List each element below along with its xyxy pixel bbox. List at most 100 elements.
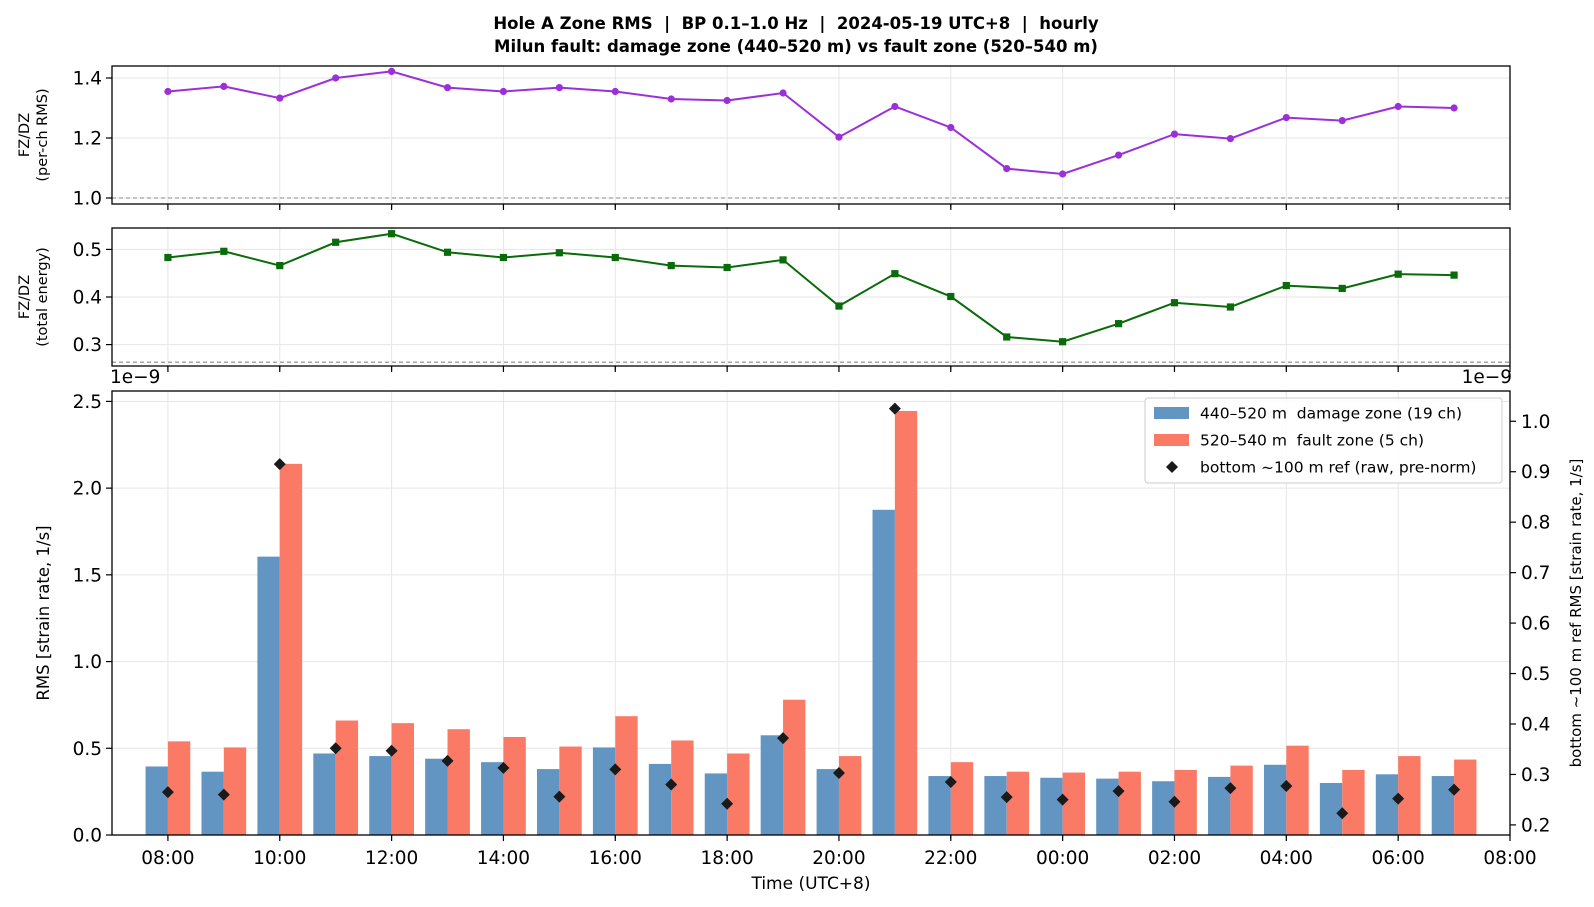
bar-fault-zone [1174,769,1197,835]
data-point [1226,135,1234,143]
data-point [667,95,675,103]
data-point [723,96,731,105]
y-tick-label: 0.5 [73,240,102,261]
y2-tick-label: 0.6 [1521,614,1550,635]
data-point [779,256,787,264]
bar-fault-zone [1118,771,1141,835]
legend-item-bottom-ref: bottom ~100 m ref (raw, pre-norm) [1166,459,1476,477]
bar-fault-zone [1006,771,1030,835]
bar-fault-zone [1230,765,1253,835]
y-axis-label-line2: (per-ch RMS) [35,88,51,181]
bar-fault-zone [950,762,974,835]
x-tick-label: 10:00 [253,848,306,869]
ref-diamond-marker [385,744,398,757]
bar-fault-zone [167,741,191,835]
ref-diamond-marker [665,778,678,791]
ref-diamond-marker [1224,782,1237,795]
bar-damage-zone [257,556,280,835]
y-tick-label: 2.0 [73,479,102,500]
legend-label: 520–540 m fault zone (5 ch) [1200,432,1424,450]
y2-axis-label: bottom ~100 m ref RMS [strain rate, 1/s] [1567,459,1585,768]
ref-diamond-marker [777,732,790,745]
x-tick-label: 08:00 [141,848,194,869]
x-tick-label: 06:00 [1371,848,1424,869]
y-axis-label-line1: FZ/DZ [17,113,33,157]
data-point [835,133,843,141]
data-point [1282,281,1290,290]
y-axis-label: RMS [strain rate, 1/s] [34,525,53,700]
legend-item-damage-zone: 440–520 m damage zone (19 ch) [1154,405,1462,423]
data-point [443,84,452,92]
y-tick-label: 1.4 [73,69,102,90]
y-tick-label: 1.2 [73,129,102,150]
bar-fault-zone [783,699,806,835]
bar-damage-zone [369,756,392,835]
data-point [220,82,228,90]
x-tick-label: 22:00 [924,848,977,869]
y2-tick-label: 0.7 [1521,563,1550,584]
series-line [167,232,1455,343]
data-point [1170,130,1179,138]
data-point [1003,333,1011,341]
data-point [891,102,899,111]
bar-fault-zone [1342,769,1365,835]
bar-fault-zone [223,747,247,835]
bar-fault-zone [1286,745,1309,835]
x-tick-label: 04:00 [1260,848,1313,869]
y2-tick-label: 1.0 [1521,412,1550,433]
bar-fault-zone [447,729,470,835]
data-point [443,248,452,256]
bar-damage-zone [1319,782,1343,835]
data-point [276,261,284,270]
bar-fault-zone [335,720,359,835]
data-point [220,247,228,255]
bar-fault-zone [391,723,414,835]
y-tick-label: 1.5 [73,565,102,586]
y-tick-label: 0.5 [73,739,102,760]
axes-frame [111,65,1511,205]
data-point [388,230,396,238]
x-tick-label: 18:00 [700,848,753,869]
bar-damage-zone [425,758,448,835]
axes-frame [111,390,1511,836]
bar-damage-zone [816,769,839,835]
legend-label: 440–520 m damage zone (19 ch) [1200,405,1462,423]
offset-text-right: 1e−9 [1462,367,1512,388]
ref-diamond-marker [721,797,734,810]
ref-diamond-marker [1336,807,1349,820]
x-tick-label: 14:00 [477,848,530,869]
bar-damage-zone [536,769,560,835]
bar-damage-zone [1152,781,1175,835]
bar-damage-zone [481,762,504,835]
bar-damage-zone [313,753,336,835]
data-point [332,238,340,246]
bar-fault-zone [279,463,303,835]
ref-diamond-marker [609,763,622,776]
bar-fault-zone [894,410,918,835]
data-point [1226,303,1234,311]
bar-fault-zone [1062,772,1086,835]
data-point [555,249,563,257]
data-point [723,263,731,272]
y-tick-label: 1.0 [73,652,102,673]
data-point [611,253,619,262]
bar-damage-zone [1375,774,1399,835]
bar-fault-zone [503,737,526,835]
ref-diamond-marker [1280,780,1293,793]
ref-diamond-marker [217,788,230,801]
y2-tick-label: 0.2 [1521,815,1550,836]
bar-damage-zone [1431,776,1455,835]
data-point [1450,104,1458,112]
data-point [1059,170,1067,178]
data-point [164,253,172,262]
legend-swatch [1154,407,1189,419]
ref-diamond-marker [497,761,510,774]
x-tick-label: 16:00 [589,848,642,869]
y2-tick-label: 0.4 [1521,715,1550,736]
data-point [1170,299,1179,307]
data-point [779,89,787,97]
x-tick-label: 02:00 [1148,848,1201,869]
data-point [947,292,955,301]
bar-fault-zone [1454,759,1477,835]
ref-diamond-marker [832,766,845,779]
